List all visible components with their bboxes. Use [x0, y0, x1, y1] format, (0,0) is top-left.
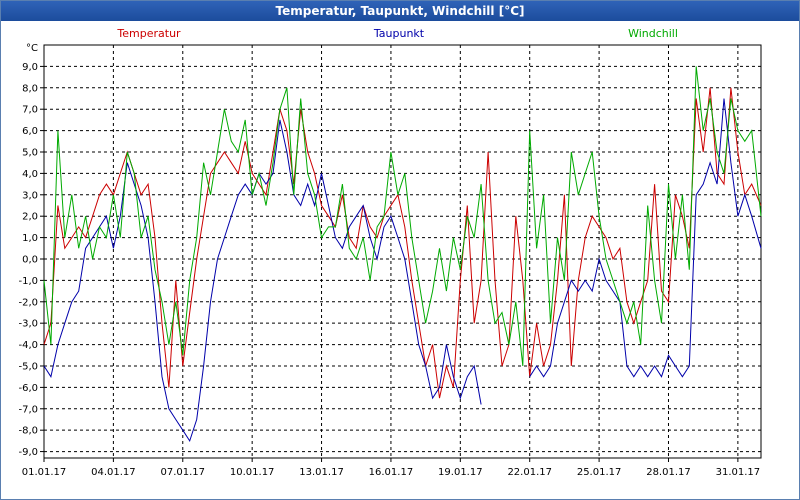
series-line-temperatur	[43, 87, 762, 399]
chart-title: Temperatur, Taupunkt, Windchill [°C]	[1, 1, 799, 21]
y-axis-label: °C	[26, 43, 38, 54]
legend-entry-temperatur: Temperatur	[116, 27, 181, 40]
y-tick-label: -2,0	[18, 297, 38, 308]
line-chart: 9,0 8,0 7,0 6,0 5,0 4,0 3,0 2,0 1,0 0,0 -1,0 -2,0 -3…	[18, 27, 762, 478]
y-tick-label: -3,0	[18, 319, 38, 330]
x-tick-label: 19.01.17	[438, 467, 483, 478]
y-tick-label: 0,0	[22, 254, 38, 265]
x-tick-label: 01.01.17	[22, 467, 67, 478]
y-tick-label: 4,0	[22, 169, 38, 180]
y-tick-label: 5,0	[22, 147, 38, 158]
grid	[43, 45, 761, 458]
x-tick-label: 25.01.17	[577, 467, 622, 478]
y-tick-label: 6,0	[22, 126, 38, 137]
y-tick-label: -8,0	[18, 426, 38, 437]
x-tick-label: 07.01.17	[161, 467, 206, 478]
series-line-taupunkt	[529, 98, 762, 378]
legend-entry-windchill: Windchill	[628, 27, 678, 40]
x-tick-label: 31.01.17	[716, 467, 761, 478]
x-tick-label: 28.01.17	[646, 467, 691, 478]
series-line-taupunkt	[43, 119, 482, 443]
y-tick-label: 1,0	[22, 233, 38, 244]
series-line-windchill	[43, 66, 762, 367]
y-axis: 9,0 8,0 7,0 6,0 5,0 4,0 3,0 2,0 1,0 0,0 -1,0 -2,0 -3…	[18, 62, 44, 458]
x-tick-label: 13.01.17	[299, 467, 344, 478]
x-tick-label: 10.01.17	[230, 467, 275, 478]
y-tick-label: 8,0	[22, 83, 38, 94]
y-tick-label: 9,0	[22, 62, 38, 73]
legend: Temperatur Taupunkt Windchill	[116, 27, 678, 40]
y-tick-label: -4,0	[18, 340, 38, 351]
x-tick-label: 22.01.17	[507, 467, 552, 478]
y-tick-label: -6,0	[18, 383, 38, 394]
legend-entry-taupunkt: Taupunkt	[373, 27, 425, 40]
x-tick-label: 04.01.17	[91, 467, 136, 478]
y-tick-label: 2,0	[22, 212, 38, 223]
y-tick-label: 3,0	[22, 190, 38, 201]
y-tick-label: -7,0	[18, 404, 38, 415]
x-axis: 01.01.17 04.01.17 07.01.17 10.01.17 13.01.17…	[22, 458, 760, 478]
series-lines	[43, 66, 762, 443]
y-tick-label: -1,0	[18, 276, 38, 287]
x-tick-label: 16.01.17	[369, 467, 414, 478]
y-tick-label: 7,0	[22, 105, 38, 116]
y-tick-label: -5,0	[18, 361, 38, 372]
y-tick-label: -9,0	[18, 447, 38, 458]
